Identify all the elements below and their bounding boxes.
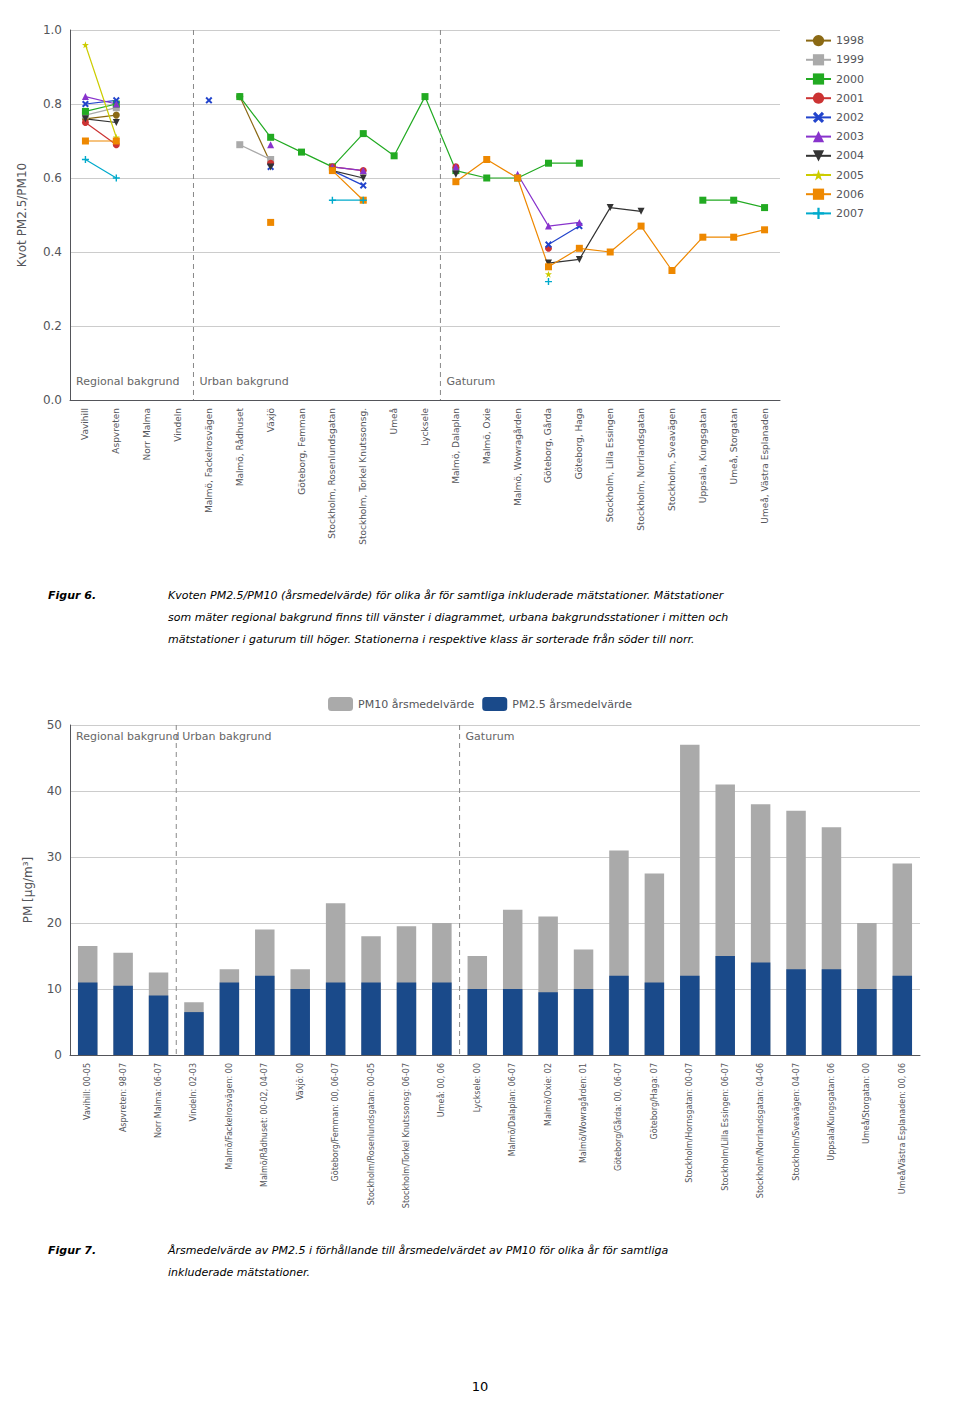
svg-text:0.2: 0.2 xyxy=(43,319,62,333)
svg-text:PM2.5 årsmedelvärde: PM2.5 årsmedelvärde xyxy=(512,698,632,711)
svg-text:Lycksele: Lycksele xyxy=(420,408,430,446)
svg-text:Malmö/Dalaplan: 06-07: Malmö/Dalaplan: 06-07 xyxy=(508,1063,517,1156)
svg-text:Norr Malma: 06-07: Norr Malma: 06-07 xyxy=(154,1063,163,1138)
svg-text:Umeå/Västra Esplanaden: 00, 06: Umeå/Västra Esplanaden: 00, 06 xyxy=(897,1063,907,1194)
svg-text:Aspvreten: 98-07: Aspvreten: 98-07 xyxy=(119,1063,128,1132)
svg-text:PM [µg/m³]: PM [µg/m³] xyxy=(21,857,35,924)
svg-text:2004: 2004 xyxy=(836,149,864,162)
svg-text:Malmö/Fackelrosvägen: 00: Malmö/Fackelrosvägen: 00 xyxy=(225,1063,234,1169)
svg-text:0.4: 0.4 xyxy=(43,245,62,259)
svg-text:1999: 1999 xyxy=(836,53,864,66)
svg-text:Växjö: Växjö xyxy=(266,408,276,433)
svg-text:Malmö, Oxie: Malmö, Oxie xyxy=(482,408,492,465)
svg-text:Stockholm/Hornsgatan: 00-07: Stockholm/Hornsgatan: 00-07 xyxy=(685,1063,694,1183)
svg-text:2006: 2006 xyxy=(836,188,864,201)
svg-text:Umeå: 00, 06: Umeå: 00, 06 xyxy=(436,1063,446,1117)
svg-text:Stockholm, Norrlandsgatan: Stockholm, Norrlandsgatan xyxy=(636,408,646,531)
svg-text:Gaturum: Gaturum xyxy=(446,375,495,388)
svg-text:2001: 2001 xyxy=(836,92,864,105)
svg-text:10: 10 xyxy=(47,982,62,996)
svg-text:1998: 1998 xyxy=(836,34,864,47)
svg-text:Figur 6.: Figur 6. xyxy=(48,589,96,602)
svg-text:0.6: 0.6 xyxy=(43,171,62,185)
svg-text:Aspvreten: Aspvreten xyxy=(111,408,121,454)
svg-text:Vavihill: 00-05: Vavihill: 00-05 xyxy=(83,1063,92,1120)
svg-text:0: 0 xyxy=(54,1048,62,1062)
svg-text:Stockholm/Lilla Essingen: 06-0: Stockholm/Lilla Essingen: 06-07 xyxy=(721,1063,730,1191)
svg-text:2002: 2002 xyxy=(836,111,864,124)
svg-text:Uppsala, Kungsgatan: Uppsala, Kungsgatan xyxy=(698,408,708,503)
svg-text:Urban bakgrund: Urban bakgrund xyxy=(199,375,288,388)
svg-text:Umeå: Umeå xyxy=(389,408,399,434)
svg-text:Göteborg/Haga: 07: Göteborg/Haga: 07 xyxy=(650,1063,659,1139)
svg-text:inkluderade mätstationer.: inkluderade mätstationer. xyxy=(168,1266,310,1279)
svg-text:Stockholm/Torkel Knutssonsg: 0: Stockholm/Torkel Knutssonsg: 06-07 xyxy=(402,1063,411,1208)
svg-text:Malmö, Rådhuset: Malmö, Rådhuset xyxy=(235,408,245,487)
svg-text:Göteborg, Femman: Göteborg, Femman xyxy=(297,408,307,495)
svg-text:Stockholm/Norrlandsgatan: 04-0: Stockholm/Norrlandsgatan: 04-06 xyxy=(756,1063,765,1198)
svg-text:Regional bakgrund: Regional bakgrund xyxy=(76,375,179,388)
svg-text:Umeå, Storgatan: Umeå, Storgatan xyxy=(729,408,739,484)
svg-text:Figur 7.: Figur 7. xyxy=(48,1244,96,1257)
svg-text:0.8: 0.8 xyxy=(43,97,62,111)
svg-text:Stockholm, Sveavägen: Stockholm, Sveavägen xyxy=(667,408,677,511)
svg-text:Gaturum: Gaturum xyxy=(466,730,515,743)
svg-text:20: 20 xyxy=(47,916,62,930)
svg-text:50: 50 xyxy=(47,718,62,732)
svg-text:Stockholm, Rosenlundsgatan: Stockholm, Rosenlundsgatan xyxy=(327,408,337,539)
svg-text:10: 10 xyxy=(472,1379,489,1394)
svg-text:Årsmedelvärde av PM2.5 i förhå: Årsmedelvärde av PM2.5 i förhållande til… xyxy=(167,1244,668,1257)
svg-text:40: 40 xyxy=(47,784,62,798)
svg-text:Växjö: 00: Växjö: 00 xyxy=(296,1063,305,1100)
svg-text:1.0: 1.0 xyxy=(43,23,62,37)
svg-text:som mäter regional bakgrund fi: som mäter regional bakgrund finns till v… xyxy=(168,611,728,624)
svg-text:Uppsala/Kungsgatan: 06: Uppsala/Kungsgatan: 06 xyxy=(827,1063,836,1161)
svg-text:Urban bakgrund: Urban bakgrund xyxy=(182,730,271,743)
svg-text:PM10 årsmedelvärde: PM10 årsmedelvärde xyxy=(358,698,474,711)
svg-text:Norr Malma: Norr Malma xyxy=(142,408,152,460)
svg-text:2005: 2005 xyxy=(836,169,864,182)
svg-text:Kvoten PM2.5/PM10 (årsmedelvär: Kvoten PM2.5/PM10 (årsmedelvärde) för ol… xyxy=(168,589,725,602)
svg-text:mätstationer i gaturum till hö: mätstationer i gaturum till höger. Stati… xyxy=(168,633,695,646)
svg-text:Göteborg/Gårda: 00, 06-07: Göteborg/Gårda: 00, 06-07 xyxy=(613,1063,623,1171)
svg-text:Göteborg, Gårda: Göteborg, Gårda xyxy=(543,408,553,483)
svg-text:0.0: 0.0 xyxy=(43,393,62,407)
svg-text:30: 30 xyxy=(47,850,62,864)
svg-text:Umeå, Västra Esplanaden: Umeå, Västra Esplanaden xyxy=(760,408,770,524)
svg-text:Stockholm/Sveavägen: 04-07: Stockholm/Sveavägen: 04-07 xyxy=(792,1063,801,1181)
svg-text:2000: 2000 xyxy=(836,73,864,86)
svg-text:Malmö/Rådhuset: 00-02, 04-07: Malmö/Rådhuset: 00-02, 04-07 xyxy=(259,1063,269,1187)
svg-text:Stockholm/Rosenlundsgatan: 00-: Stockholm/Rosenlundsgatan: 00-05 xyxy=(367,1063,376,1205)
svg-text:Malmö, Fackelrosvägen: Malmö, Fackelrosvägen xyxy=(204,408,214,513)
svg-text:Malmö/Wowragården: 01: Malmö/Wowragården: 01 xyxy=(578,1063,588,1163)
svg-text:Göteborg, Haga: Göteborg, Haga xyxy=(574,408,584,479)
svg-text:Vavihill: Vavihill xyxy=(80,408,90,440)
svg-text:Umeå/Storgatan: 00: Umeå/Storgatan: 00 xyxy=(861,1063,871,1144)
svg-text:Lycksele: 00: Lycksele: 00 xyxy=(473,1063,482,1112)
svg-text:Malmö/Oxie: 02: Malmö/Oxie: 02 xyxy=(544,1063,553,1126)
svg-text:2003: 2003 xyxy=(836,130,864,143)
svg-text:Vindeln: Vindeln xyxy=(173,408,183,442)
svg-text:Vindeln: 02-03: Vindeln: 02-03 xyxy=(189,1063,198,1121)
svg-text:2007: 2007 xyxy=(836,207,864,220)
svg-text:Göteborg/Femman: 00, 06-07: Göteborg/Femman: 00, 06-07 xyxy=(331,1063,340,1181)
svg-text:Malmö, Wowragården: Malmö, Wowragården xyxy=(513,408,523,506)
svg-text:Kvot PM2.5/PM10: Kvot PM2.5/PM10 xyxy=(15,163,29,267)
svg-text:Malmö, Dalaplan: Malmö, Dalaplan xyxy=(451,408,461,484)
svg-text:Regional bakgrund: Regional bakgrund xyxy=(76,730,179,743)
svg-text:Stockholm, Lilla Essingen: Stockholm, Lilla Essingen xyxy=(605,408,615,522)
svg-text:Stockholm, Torkel Knutssonsg.: Stockholm, Torkel Knutssonsg. xyxy=(358,408,368,545)
